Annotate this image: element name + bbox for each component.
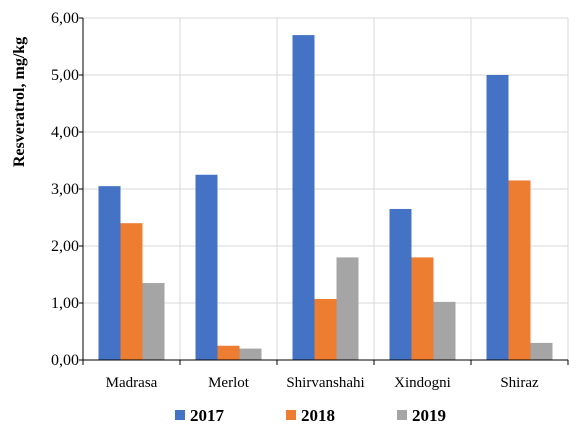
legend: 2017 2018 2019	[175, 406, 446, 425]
x-tick-label: Shiraz	[500, 375, 539, 391]
y-tick-label: 2,00	[51, 238, 79, 255]
bar-2019-shirvanshahi	[336, 257, 359, 360]
x-tick-label: Madrasa	[106, 375, 158, 391]
bar-2018-shirvanshahi	[314, 299, 337, 360]
y-tick-label: 6,00	[51, 10, 79, 27]
legend-label-2017: 2017	[190, 406, 225, 425]
gridlines	[83, 17, 569, 360]
y-axis-title: Resveratrol, mg/kg	[11, 37, 28, 167]
y-tick-label: 4,00	[51, 124, 79, 141]
bar-2017-shirvanshahi	[292, 35, 315, 360]
bar-2018-shiraz	[508, 180, 531, 360]
legend-swatch-2018	[286, 410, 296, 420]
bar-2019-merlot	[239, 348, 262, 360]
y-tick-label: 5,00	[51, 67, 79, 84]
bar-2019-shiraz	[530, 342, 553, 360]
bar-2017-madrasa	[98, 186, 121, 360]
axes: 0,00 1,00 2,00 3,00 4,00 5,00 6,00 Madrasa Merlo…	[51, 10, 569, 391]
bar-2019-madrasa	[142, 283, 165, 360]
x-tick-label: Xindogni	[394, 375, 451, 391]
bar-2018-xindogni	[411, 257, 434, 360]
bar-2017-merlot	[195, 174, 218, 360]
bar-2018-merlot	[217, 345, 240, 360]
bar-2018-madrasa	[120, 223, 143, 360]
legend-swatch-2017	[175, 410, 185, 420]
x-tick-label: Merlot	[208, 375, 250, 391]
bars	[98, 35, 553, 360]
x-tick-label: Shirvanshahi	[286, 375, 364, 391]
y-tick-label: 3,00	[51, 181, 79, 198]
bar-2017-shiraz	[486, 75, 509, 360]
bar-2017-xindogni	[389, 208, 412, 360]
legend-label-2018: 2018	[301, 406, 335, 425]
bar-2019-xindogni	[433, 301, 456, 360]
legend-label-2019: 2019	[412, 406, 446, 425]
y-tick-label: 0,00	[51, 352, 79, 369]
y-tick-label: 1,00	[51, 295, 79, 312]
legend-swatch-2019	[397, 410, 407, 420]
